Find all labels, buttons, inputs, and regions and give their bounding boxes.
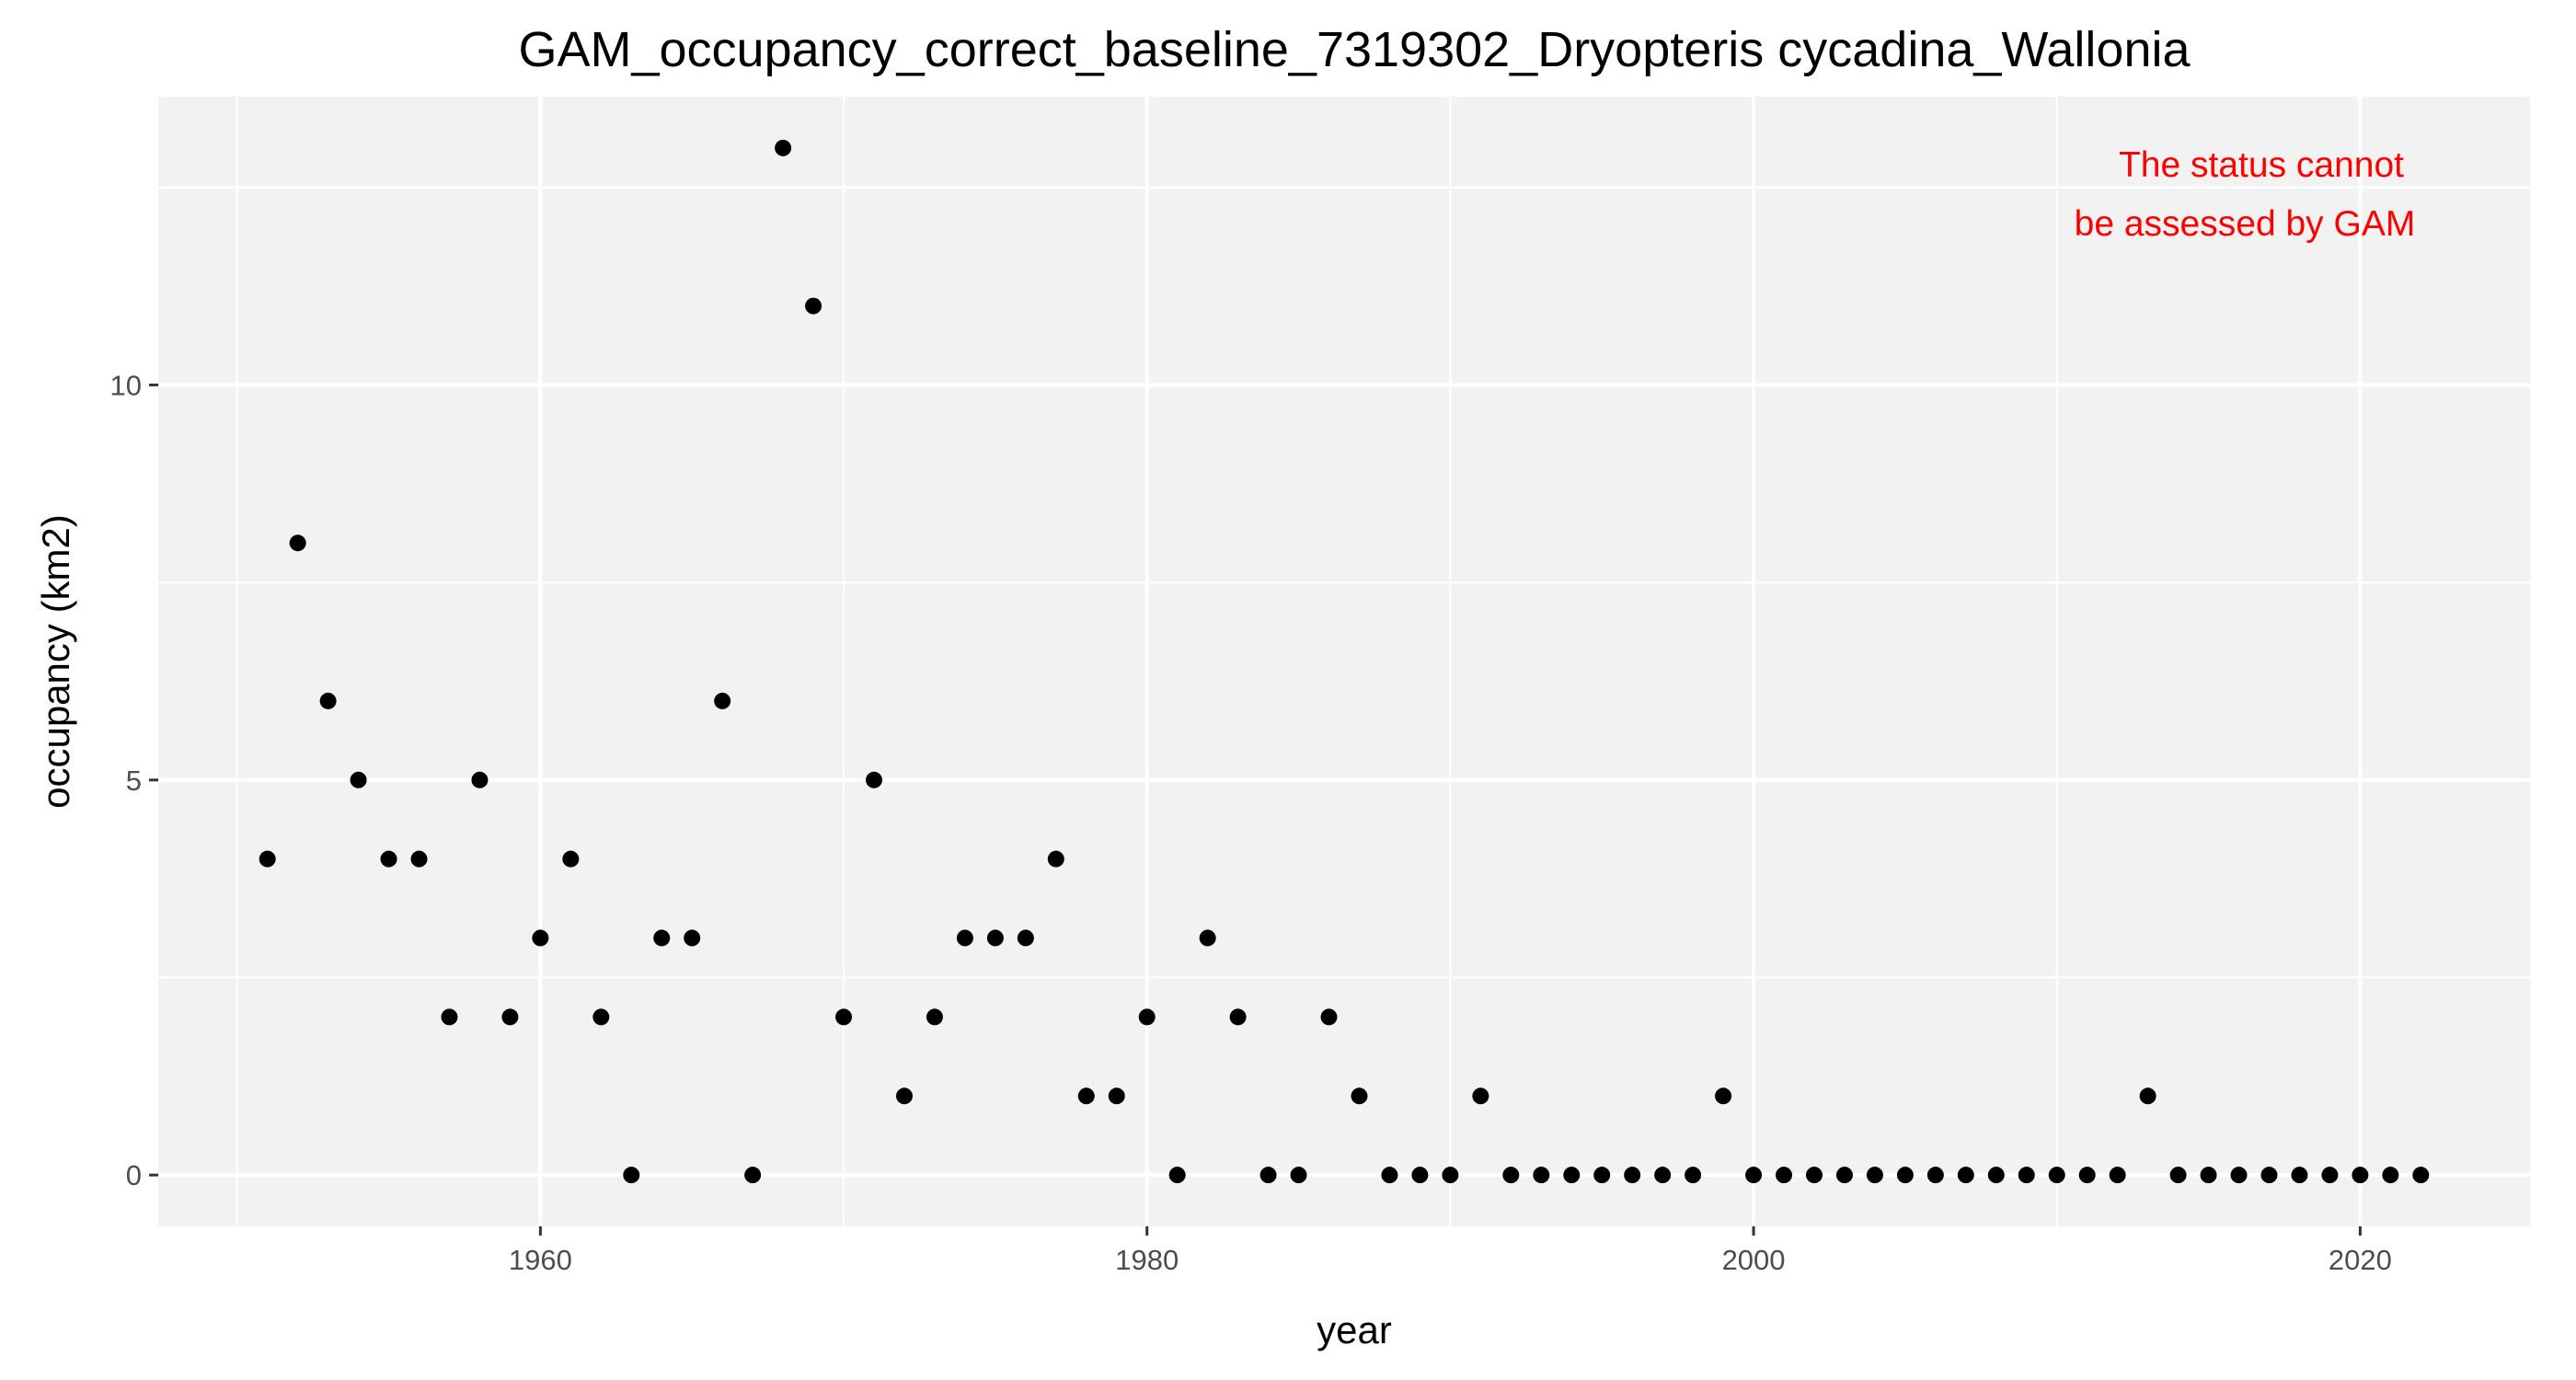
data-point [2169, 1167, 2187, 1184]
data-point [1776, 1167, 1793, 1184]
data-point [1381, 1167, 1398, 1184]
data-point [1805, 1167, 1823, 1184]
data-point [2291, 1167, 2308, 1184]
data-point [1715, 1087, 1732, 1105]
data-point [2321, 1167, 2339, 1184]
x-tick-label: 2020 [2329, 1244, 2392, 1276]
x-tick-label: 1960 [509, 1244, 572, 1276]
data-point [1017, 929, 1034, 947]
data-point [1138, 1008, 1156, 1026]
data-point [2352, 1167, 2369, 1184]
data-point [895, 1087, 913, 1105]
data-point [653, 929, 671, 947]
data-point [1077, 1087, 1095, 1105]
x-tick-label: 2000 [1722, 1244, 1786, 1276]
data-point [1533, 1167, 1550, 1184]
data-point [1168, 1167, 1186, 1184]
data-point [1199, 929, 1216, 947]
data-point [744, 1167, 762, 1184]
data-point [350, 771, 367, 788]
data-point [380, 850, 397, 868]
data-point [1502, 1167, 1520, 1184]
data-point [1320, 1008, 1338, 1026]
data-point [835, 1008, 853, 1026]
data-point [2048, 1167, 2065, 1184]
data-point [1047, 850, 1064, 868]
data-point [259, 850, 276, 868]
data-point [1259, 1167, 1277, 1184]
data-point [532, 929, 549, 947]
data-point [1957, 1167, 1974, 1184]
data-point [1866, 1167, 1883, 1184]
data-point [986, 929, 1004, 947]
y-tick-label: 0 [126, 1159, 142, 1191]
data-point [1654, 1167, 1672, 1184]
plot-panel [158, 97, 2530, 1226]
data-point [684, 929, 701, 947]
data-point [592, 1008, 610, 1026]
x-tick-label: 1980 [1115, 1244, 1179, 1276]
data-point [1290, 1167, 1307, 1184]
data-points [259, 139, 2430, 1184]
data-point [2109, 1167, 2126, 1184]
data-point [956, 929, 973, 947]
data-point [1987, 1167, 2005, 1184]
data-point [866, 771, 883, 788]
data-point [1745, 1167, 1763, 1184]
data-point [1835, 1167, 1853, 1184]
data-point [2200, 1167, 2217, 1184]
y-axis-title: occupancy (km2) [34, 514, 77, 809]
chart-title: GAM_occupancy_correct_baseline_7319302_D… [518, 22, 2191, 77]
data-point [1442, 1167, 1459, 1184]
data-point [2260, 1167, 2278, 1184]
data-point [562, 850, 580, 868]
data-point [775, 139, 792, 156]
data-point [289, 535, 306, 552]
data-point [1593, 1167, 1611, 1184]
data-point [2139, 1087, 2156, 1105]
data-point [1624, 1167, 1641, 1184]
data-point [501, 1008, 519, 1026]
data-point [714, 692, 731, 709]
x-axis-title: year [1317, 1308, 1392, 1351]
axes: 1960 1980 2000 2020 0 5 10 [110, 369, 2392, 1276]
y-tick-label: 5 [126, 765, 142, 797]
data-point [2230, 1167, 2248, 1184]
data-point [623, 1167, 640, 1184]
data-point [410, 850, 428, 868]
data-point [805, 297, 822, 315]
status-annotation-line-1: The status cannot [2119, 145, 2404, 185]
data-point [441, 1008, 458, 1026]
data-point [2382, 1167, 2399, 1184]
data-point [1896, 1167, 1914, 1184]
data-point [1351, 1087, 1368, 1105]
status-annotation-line-2: be assessed by GAM [2075, 204, 2416, 244]
data-point [1229, 1008, 1247, 1026]
data-point [1411, 1167, 1429, 1184]
data-point [2078, 1167, 2096, 1184]
data-point [926, 1008, 943, 1026]
data-point [1108, 1087, 1125, 1105]
data-point [1926, 1167, 1944, 1184]
data-point [1563, 1167, 1581, 1184]
grid [158, 97, 2530, 1226]
data-point [2412, 1167, 2430, 1184]
data-point [319, 692, 337, 709]
y-tick-label: 10 [110, 369, 142, 401]
data-point [471, 771, 489, 788]
data-point [1472, 1087, 1489, 1105]
data-point [2018, 1167, 2035, 1184]
data-point [1685, 1167, 1702, 1184]
